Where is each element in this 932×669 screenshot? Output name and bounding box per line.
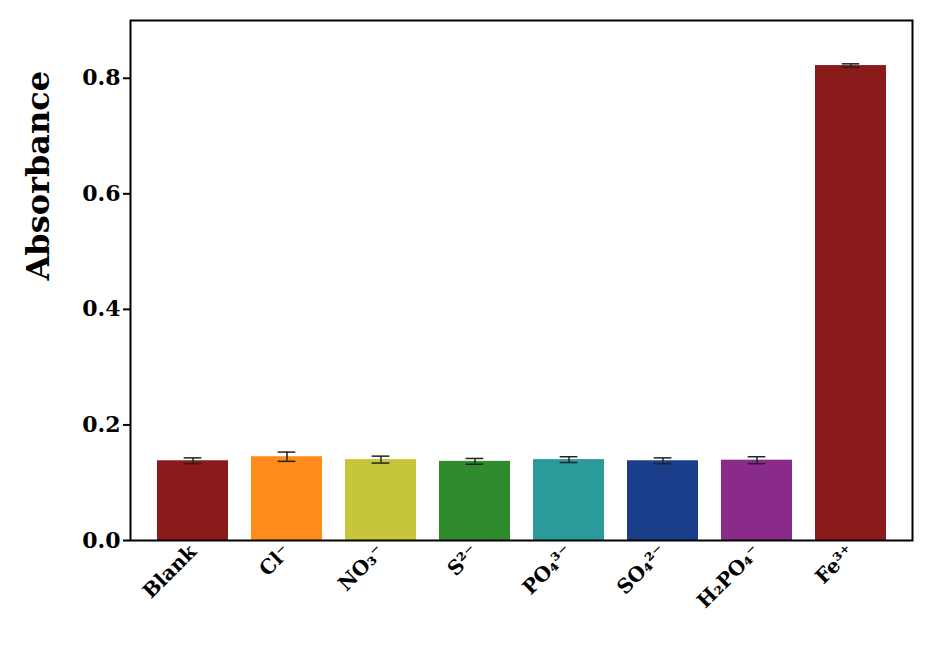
svg-text:0.2: 0.2 bbox=[82, 411, 120, 437]
svg-text:0.0: 0.0 bbox=[82, 527, 120, 553]
svg-text:0.8: 0.8 bbox=[82, 64, 120, 90]
svg-text:0.4: 0.4 bbox=[82, 295, 120, 321]
svg-text:H₂PO₄⁻: H₂PO₄⁻ bbox=[692, 540, 765, 613]
svg-text:0.6: 0.6 bbox=[82, 180, 120, 206]
svg-text:Fe³⁺: Fe³⁺ bbox=[810, 540, 859, 589]
svg-text:PO₄³⁻: PO₄³⁻ bbox=[517, 540, 577, 600]
svg-text:S²⁻: S²⁻ bbox=[442, 540, 483, 581]
svg-text:Cl⁻: Cl⁻ bbox=[254, 540, 295, 581]
svg-text:SO₄²⁻: SO₄²⁻ bbox=[612, 540, 671, 599]
svg-text:NO₃⁻: NO₃⁻ bbox=[333, 540, 389, 596]
svg-text:Blank: Blank bbox=[138, 539, 202, 603]
svg-text:Absorbance: Absorbance bbox=[19, 71, 57, 282]
